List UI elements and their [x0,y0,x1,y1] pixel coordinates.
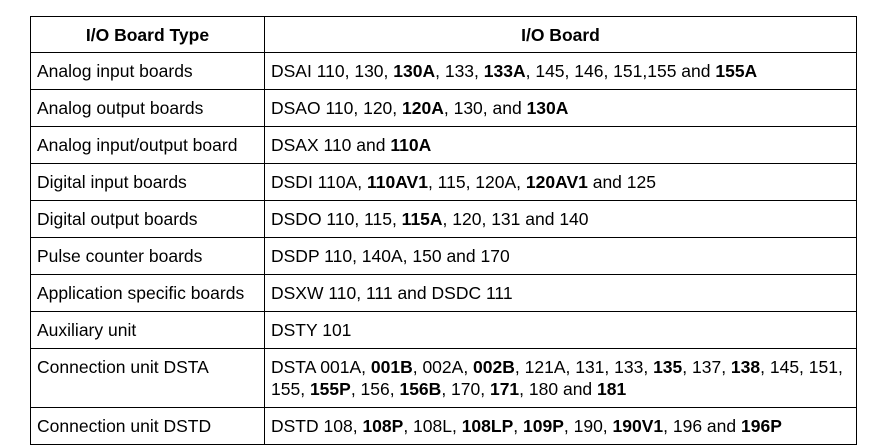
board-model-bold: 156B [399,379,442,399]
table-row: Analog output boards DSAO 110, 120, 120A,… [30,89,857,127]
board-model-bold: 130A [393,61,436,81]
board-model-text: DSDI 110A, [271,172,367,192]
header-board: I/O Board [264,16,857,53]
table-row: Analog input boards DSAI 110, 130, 130A, … [30,52,857,90]
board-list-cell: DSDP 110, 140A, 150 and 170 [264,237,857,275]
board-model-bold: 120A [402,98,444,118]
board-type-cell: Analog input/output board [30,126,265,164]
board-model-bold: 155A [715,61,758,81]
board-model-text: , 002A, [412,357,474,377]
board-model-bold: 001B [370,357,413,377]
board-model-bold: 115A [401,209,443,229]
board-model-text: , 108L, [403,416,462,436]
board-model-text: DSXW 110, 111 and DSDC 111 [271,283,513,303]
board-model-bold: 120AV1 [525,172,588,192]
board-list-cell: DSXW 110, 111 and DSDC 111 [264,274,857,312]
board-model-bold: 110A [390,135,432,155]
board-model-text: , 190, [563,416,613,436]
board-type-cell: Digital input boards [30,163,265,201]
board-list-cell: DSTY 101 [264,311,857,349]
board-model-text: , 196 and [663,416,741,436]
board-model-text: DSDP 110, 140A, 150 and 170 [271,246,510,266]
board-model-bold: 133A [483,61,526,81]
board-model-text: , 170, [441,379,490,399]
board-model-text: DSDO 110, 115, [271,209,402,229]
board-model-text: DSTD 108, [271,416,363,436]
board-model-bold: 138 [730,357,761,377]
board-model-text: , 137, [682,357,731,377]
board-model-text: , 145, 146, 151,155 and [525,61,716,81]
table-body: Analog input boards DSAI 110, 130, 130A, … [30,52,857,445]
board-list-cell: DSTD 108, 108P, 108L, 108LP, 109P, 190, … [264,407,857,445]
board-model-text: , 115, 120A, [427,172,526,192]
table-row: Connection unit DSTD DSTD 108, 108P, 108L… [30,407,857,445]
board-model-bold: 196P [741,416,782,436]
board-type-cell: Application specific boards [30,274,265,312]
board-model-bold: 181 [597,379,627,399]
board-model-text: , 145, 151, 155, [271,357,843,399]
board-list-cell: DSDO 110, 115, 115A, 120, 131 and 140 [264,200,857,238]
board-model-bold: 108P [362,416,404,436]
board-model-text: , 156, [350,379,400,399]
board-model-bold: 171 [489,379,520,399]
board-model-text: , 130, and [443,98,527,118]
table-row: Pulse counter boards DSDP 110, 140A, 150 … [30,237,857,275]
board-type-cell: Connection unit DSTA [30,348,265,408]
board-model-text: and 125 [587,172,656,192]
board-model-text: , 133, [435,61,484,81]
table-row: Digital input boards DSDI 110A, 110AV1, 1… [30,163,857,201]
table-row: Digital output boards DSDO 110, 115, 115A… [30,200,857,238]
table-row: Analog input/output board DSAX 110 and 11… [30,126,857,164]
board-model-bold: 108LP [461,416,514,436]
board-model-bold: 155P [309,379,351,399]
io-board-table: I/O Board Type I/O Board Analog input bo… [30,16,857,445]
board-list-cell: DSAO 110, 120, 120A, 130, and 130A [264,89,857,127]
table-header-row: I/O Board Type I/O Board [30,16,857,53]
board-model-text: DSAX 110 and [271,135,391,155]
table-row: Connection unit DSTA DSTA 001A, 001B, 002… [30,348,857,408]
board-type-cell: Analog input boards [30,52,265,90]
board-model-text: , 120, 131 and 140 [442,209,589,229]
board-model-bold: 109P [523,416,564,436]
board-model-text: DSTA 001A, [271,357,371,377]
board-model-text: DSAI 110, 130, [271,61,394,81]
board-list-cell: DSTA 001A, 001B, 002A, 002B, 121A, 131, … [264,348,857,408]
board-type-cell: Auxiliary unit [30,311,265,349]
board-model-bold: 002B [473,357,515,377]
board-type-cell: Analog output boards [30,89,265,127]
board-list-cell: DSAI 110, 130, 130A, 133, 133A, 145, 146… [264,52,857,90]
board-list-cell: DSDI 110A, 110AV1, 115, 120A, 120AV1 and… [264,163,857,201]
board-type-cell: Connection unit DSTD [30,407,265,445]
board-model-text: , 121A, 131, 133, [514,357,654,377]
board-type-cell: Digital output boards [30,200,265,238]
table-row: Auxiliary unit DSTY 101 [30,311,857,349]
header-board-type: I/O Board Type [30,16,265,53]
board-model-bold: 110AV1 [366,172,428,192]
board-type-cell: Pulse counter boards [30,237,265,275]
board-model-bold: 130A [526,98,569,118]
board-model-bold: 135 [653,357,683,377]
board-model-text: DSTY 101 [271,320,352,340]
board-model-bold: 190V1 [612,416,664,436]
board-model-text: , 180 and [519,379,598,399]
board-list-cell: DSAX 110 and 110A [264,126,857,164]
table-row: Application specific boards DSXW 110, 111… [30,274,857,312]
board-model-text: DSAO 110, 120, [271,98,403,118]
board-model-text: , [513,416,523,436]
